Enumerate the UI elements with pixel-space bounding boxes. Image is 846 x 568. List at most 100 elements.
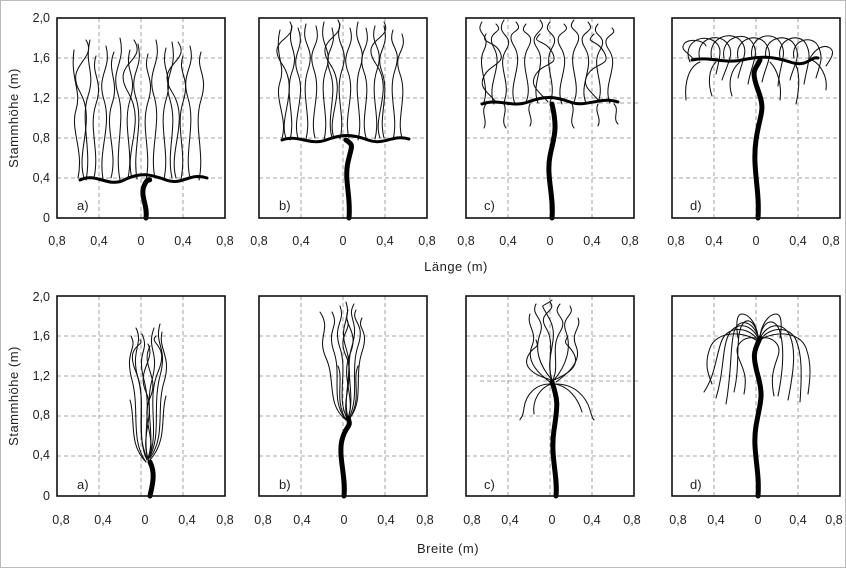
grid (466, 296, 634, 496)
x-tick: 0,4 (292, 234, 309, 248)
x-tick: 0 (142, 513, 149, 527)
panel-breite-c: c) (465, 295, 640, 499)
row-breite: Stammhöhe (m) Breite (m) 2,0 1,6 1,2 0,8… (6, 290, 843, 556)
scaffold-branch (78, 173, 209, 184)
trunk (549, 379, 560, 499)
panel-letter: b) (279, 198, 291, 213)
y-ticks-breite: 2,0 1,6 1,2 0,8 0,4 0 (33, 290, 50, 503)
x-tick: 0,4 (376, 234, 393, 248)
y-tick: 0,4 (33, 171, 50, 185)
panel-breite-b: b) (258, 295, 428, 499)
x-tick: 0,8 (669, 513, 686, 527)
x-tick: 0,8 (623, 513, 640, 527)
x-tick: 0,8 (254, 513, 271, 527)
trunk (343, 137, 354, 221)
x-tick: 0,4 (707, 513, 724, 527)
x-tick: 0 (341, 513, 348, 527)
panel-frame (465, 295, 635, 497)
x-tick: 0,8 (822, 234, 839, 248)
x-tick: 0,4 (377, 513, 394, 527)
x-tick: 0,4 (705, 234, 722, 248)
panel-breite-a: a) (56, 295, 226, 499)
x-ticks-breite: 0,8 0,4 0 0,4 0,8 0,8 0,4 0 0,4 0,8 0,8 … (52, 513, 842, 527)
grid (57, 18, 225, 218)
y-axis-label-laenge: Stammhöhe (m) (6, 68, 21, 168)
branches (72, 37, 205, 181)
y-tick: 1,2 (33, 369, 50, 383)
x-tick: 0,4 (789, 234, 806, 248)
panel-laenge-d: d) (671, 17, 841, 221)
trunk (147, 459, 156, 499)
x-tick: 0 (547, 234, 554, 248)
panel-frame (258, 17, 428, 219)
y-tick: 0 (43, 211, 50, 225)
trunk (751, 57, 765, 221)
panel-frame (671, 295, 841, 497)
panel-frame (258, 295, 428, 497)
x-tick: 0,4 (94, 513, 111, 527)
x-tick: 0,4 (178, 513, 195, 527)
x-tick: 0 (340, 234, 347, 248)
y-axis-label-breite: Stammhöhe (m) (6, 346, 21, 446)
x-tick: 0,8 (48, 234, 65, 248)
panel-frame (671, 17, 841, 219)
y-tick: 1,6 (33, 51, 50, 65)
x-axis-label-breite: Breite (m) (417, 541, 479, 556)
panel-laenge-b: b) (258, 17, 428, 221)
y-tick: 0,4 (33, 448, 50, 462)
panel-breite-d: d) (671, 295, 841, 499)
x-tick: 0,4 (499, 234, 516, 248)
x-tick: 0,8 (667, 234, 684, 248)
x-tick: 0,4 (293, 513, 310, 527)
y-ticks-laenge: 2,0 1,6 1,2 0,8 0,4 0 (33, 11, 50, 225)
x-tick: 0 (753, 234, 760, 248)
panel-letter: c) (484, 477, 495, 492)
panel-letter: d) (690, 198, 702, 213)
x-tick: 0,8 (418, 234, 435, 248)
scaffold-branch (690, 55, 820, 66)
x-tick: 0 (549, 513, 556, 527)
panel-laenge-c: c) (465, 17, 640, 221)
scaffold-branch (280, 134, 411, 144)
panel-frame (56, 17, 226, 219)
panel-letter: a) (77, 198, 89, 213)
y-tick: 0 (43, 489, 50, 503)
x-tick: 0,8 (457, 234, 474, 248)
trunk (338, 415, 352, 499)
y-tick: 0,8 (33, 408, 50, 422)
x-tick: 0,4 (90, 234, 107, 248)
y-tick: 1,2 (33, 91, 50, 105)
trunk (546, 101, 558, 221)
x-tick: 0 (138, 234, 145, 248)
x-tick: 0,8 (250, 234, 267, 248)
x-tick: 0,8 (416, 513, 433, 527)
panel-laenge-a: a) (56, 17, 226, 221)
x-tick: 0,8 (52, 513, 69, 527)
branches (128, 323, 168, 463)
branches (319, 301, 366, 421)
branches (519, 299, 595, 421)
y-tick: 2,0 (33, 11, 50, 25)
panel-letter: d) (690, 477, 702, 492)
x-tick: 0 (755, 513, 762, 527)
x-ticks-laenge: 0,8 0,4 0 0,4 0,8 0,8 0,4 0 0,4 0,8 0,8 … (48, 234, 839, 248)
x-tick: 0,4 (583, 513, 600, 527)
x-tick: 0,4 (583, 234, 600, 248)
branches (479, 19, 619, 129)
trunk (751, 335, 764, 499)
branches (682, 35, 833, 105)
panel-letter: c) (484, 198, 495, 213)
panel-letter: b) (279, 477, 291, 492)
panel-letter: a) (77, 477, 89, 492)
x-tick: 0,4 (789, 513, 806, 527)
x-tick: 0,8 (216, 513, 233, 527)
y-tick: 2,0 (33, 290, 50, 304)
x-tick: 0,8 (216, 234, 233, 248)
x-tick: 0,4 (174, 234, 191, 248)
y-tick: 1,6 (33, 329, 50, 343)
trunk (140, 177, 153, 221)
x-tick: 0,8 (825, 513, 842, 527)
x-tick: 0,4 (501, 513, 518, 527)
